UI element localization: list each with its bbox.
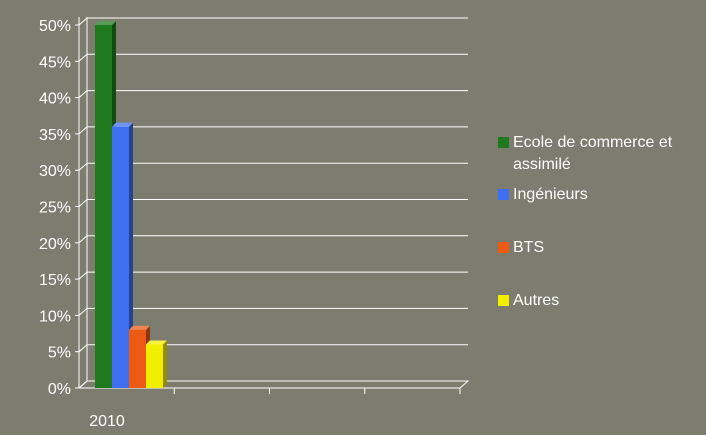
y-tick-label: 35%: [39, 127, 71, 144]
y-tick-label: 5%: [48, 345, 71, 362]
bar-bts-top: [129, 325, 150, 330]
bar-bts: [129, 329, 146, 388]
bar-ingenieurs-top: [112, 122, 133, 127]
gridline-depth: [78, 53, 88, 62]
gridline-depth: [78, 235, 88, 244]
y-tick-label: 15%: [39, 272, 71, 289]
gridline-depth: [78, 90, 88, 98]
bar-ecole: [95, 25, 112, 388]
legend-label-ecole-de-commerce: Ecole de commerce et assimilé: [513, 134, 673, 173]
legend-swatch-ingenieurs: [498, 189, 509, 200]
gridline-depth: [78, 271, 88, 280]
legend-item-ingenieurs: Ingénieurs: [498, 184, 705, 206]
bar-autres-top: [146, 340, 167, 345]
y-tick-label: 30%: [39, 163, 71, 180]
y-tick-label: 10%: [39, 308, 71, 325]
legend-swatch-ecole-de-commerce: [498, 137, 509, 148]
gridline-depth: [78, 17, 88, 26]
legend-label-bts: BTS: [513, 239, 545, 256]
legend-label-autres: Autres: [513, 292, 560, 309]
gridline-depth: [78, 380, 88, 389]
legend-label-ingenieurs: Ingénieurs: [513, 186, 588, 203]
y-tick-label: 45%: [39, 54, 71, 71]
legend-item-autres: Autres: [498, 290, 705, 312]
gridline-depth: [78, 162, 88, 171]
bar-autres-side: [163, 340, 167, 388]
y-tick-label: 50%: [39, 18, 71, 35]
legend-item-bts: BTS: [498, 237, 705, 259]
legend-swatch-bts: [498, 242, 509, 253]
y-tick-label: 0%: [48, 381, 71, 398]
gridline-depth: [78, 126, 88, 135]
gridline-depth: [78, 199, 88, 207]
bar-ecole-top: [95, 21, 116, 25]
gridline-depth: [78, 308, 88, 316]
bar-ingenieurs-side: [129, 122, 133, 388]
legend-swatch-autres: [498, 295, 509, 306]
bar-ingenieurs: [112, 126, 129, 388]
y-tick-label: 25%: [39, 200, 71, 217]
y-tick-label: 20%: [39, 236, 71, 253]
gridline-depth: [78, 344, 88, 353]
y-tick-label: 40%: [39, 91, 71, 108]
bar-autres: [146, 344, 163, 388]
legend-item-ecole-de-commerce: Ecole de commerce et assimilé: [498, 132, 705, 176]
x-tick-label: 2010: [89, 413, 125, 430]
